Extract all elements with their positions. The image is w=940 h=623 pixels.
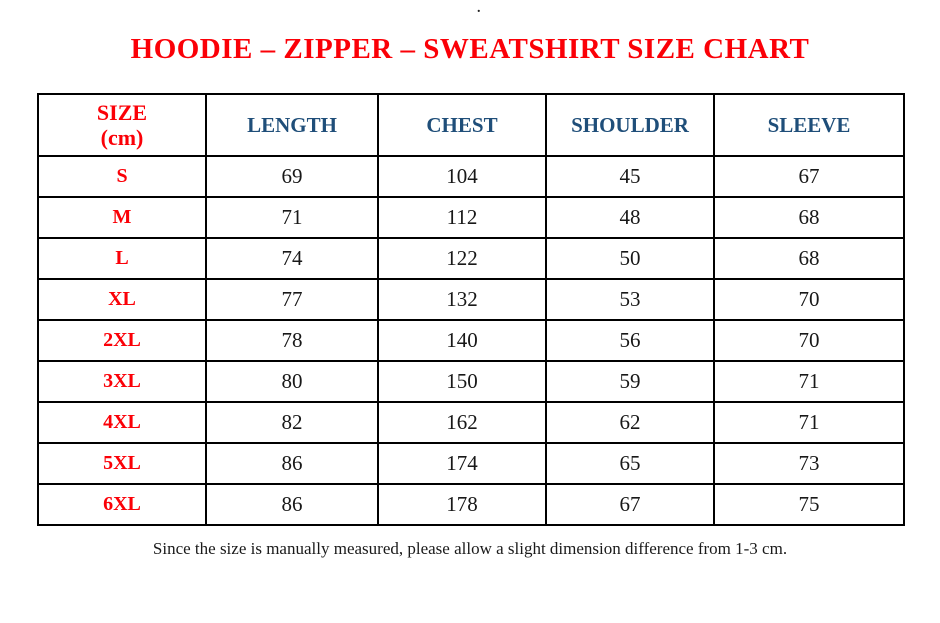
page-title: HOODIE – ZIPPER – SWEATSHIRT SIZE CHART: [130, 33, 810, 65]
table-row: L 74 122 50 68: [37, 237, 905, 280]
sleeve-value: 71: [713, 360, 905, 403]
column-header-length: LENGTH: [205, 93, 379, 157]
chest-value: 178: [377, 483, 547, 526]
table-row: 4XL 82 162 62 71: [37, 401, 905, 444]
table-row: S 69 104 45 67: [37, 155, 905, 198]
sleeve-value: 73: [713, 442, 905, 485]
sleeve-value: 68: [713, 237, 905, 280]
table-row: XL 77 132 53 70: [37, 278, 905, 321]
column-header-sleeve: SLEEVE: [713, 93, 905, 157]
length-value: 69: [205, 155, 379, 198]
chest-value: 140: [377, 319, 547, 362]
table-row: M 71 112 48 68: [37, 196, 905, 239]
column-header-chest: CHEST: [377, 93, 547, 157]
shoulder-value: 53: [545, 278, 715, 321]
chest-value: 112: [377, 196, 547, 239]
table-row: 2XL 78 140 56 70: [37, 319, 905, 362]
size-chart-table: SIZE (cm) LENGTH CHEST SHOULDER SLEEVE S…: [37, 93, 905, 526]
sleeve-value: 67: [713, 155, 905, 198]
length-value: 86: [205, 442, 379, 485]
sleeve-value: 70: [713, 319, 905, 362]
chest-value: 174: [377, 442, 547, 485]
sleeve-value: 71: [713, 401, 905, 444]
chest-value: 122: [377, 237, 547, 280]
measurement-disclaimer: Since the size is manually measured, ple…: [152, 539, 788, 558]
shoulder-value: 65: [545, 442, 715, 485]
size-label: S: [37, 155, 207, 198]
column-header-size: SIZE (cm): [37, 93, 207, 157]
shoulder-value: 48: [545, 196, 715, 239]
size-label: 2XL: [37, 319, 207, 362]
size-label: 3XL: [37, 360, 207, 403]
length-value: 80: [205, 360, 379, 403]
shoulder-value: 62: [545, 401, 715, 444]
chest-value: 150: [377, 360, 547, 403]
sleeve-value: 70: [713, 278, 905, 321]
shoulder-value: 50: [545, 237, 715, 280]
length-value: 82: [205, 401, 379, 444]
table-row: 3XL 80 150 59 71: [37, 360, 905, 403]
table-row: 6XL 86 178 67 75: [37, 483, 905, 526]
chest-value: 162: [377, 401, 547, 444]
stray-dot: .: [477, 1, 481, 16]
length-value: 78: [205, 319, 379, 362]
shoulder-value: 67: [545, 483, 715, 526]
column-header-size-line2: (cm): [100, 125, 144, 150]
length-value: 86: [205, 483, 379, 526]
size-label: L: [37, 237, 207, 280]
length-value: 74: [205, 237, 379, 280]
size-label: 4XL: [37, 401, 207, 444]
column-header-size-line1: SIZE: [96, 99, 148, 125]
chest-value: 104: [377, 155, 547, 198]
size-label: 6XL: [37, 483, 207, 526]
size-label: 5XL: [37, 442, 207, 485]
size-label: XL: [37, 278, 207, 321]
chest-value: 132: [377, 278, 547, 321]
sleeve-value: 68: [713, 196, 905, 239]
table-row: 5XL 86 174 65 73: [37, 442, 905, 485]
shoulder-value: 45: [545, 155, 715, 198]
shoulder-value: 56: [545, 319, 715, 362]
length-value: 71: [205, 196, 379, 239]
sleeve-value: 75: [713, 483, 905, 526]
length-value: 77: [205, 278, 379, 321]
shoulder-value: 59: [545, 360, 715, 403]
size-label: M: [37, 196, 207, 239]
table-header-row: SIZE (cm) LENGTH CHEST SHOULDER SLEEVE: [37, 93, 905, 157]
column-header-shoulder: SHOULDER: [545, 93, 715, 157]
